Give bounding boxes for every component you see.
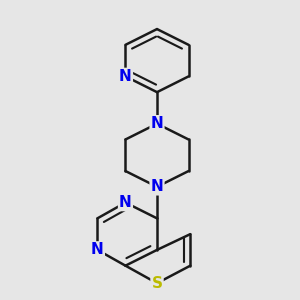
Text: S: S [152,276,163,291]
Text: N: N [119,195,132,210]
Text: N: N [119,69,132,84]
Text: N: N [151,179,164,194]
Text: N: N [151,116,164,131]
Text: N: N [91,242,104,257]
